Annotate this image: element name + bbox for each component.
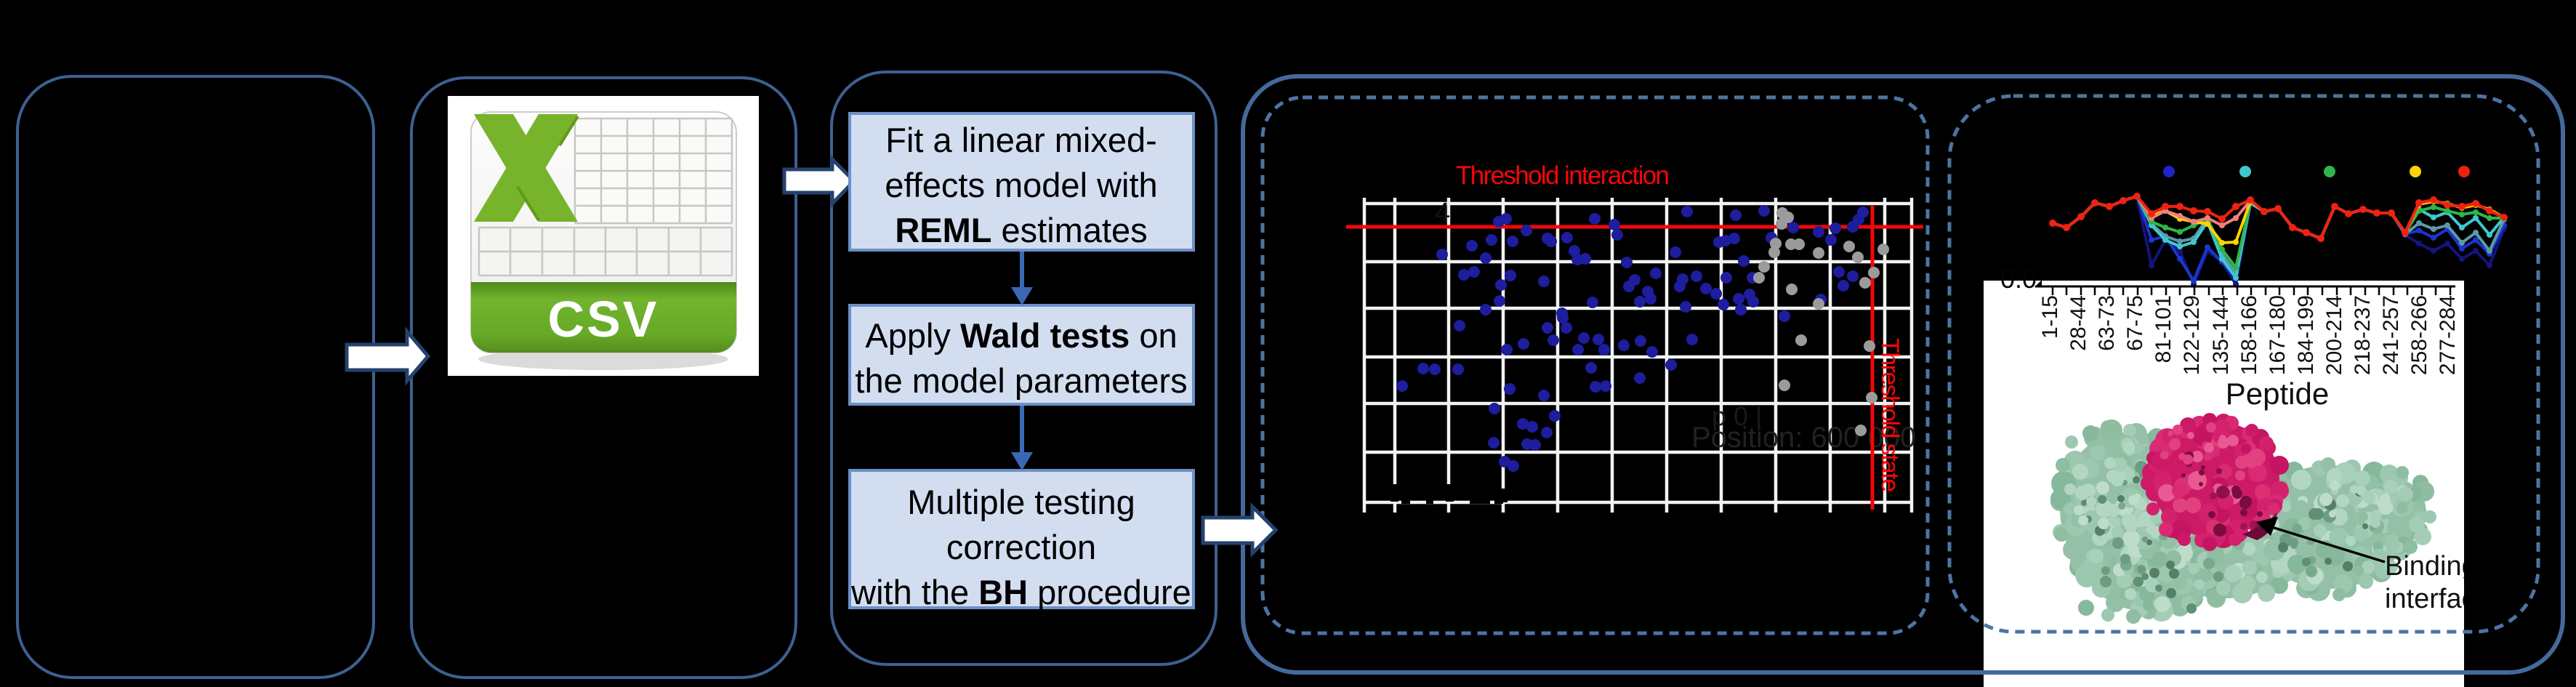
svg-text:200-214: 200-214 <box>2322 295 2346 375</box>
svg-text:167-180: 167-180 <box>2266 295 2290 375</box>
svg-text:Position: 600 000: Position: 600 000 <box>1691 422 1916 454</box>
svg-text:effects model with: effects model with <box>885 166 1157 204</box>
svg-text:241-257: 241-257 <box>2379 295 2403 375</box>
svg-text:Binding: Binding <box>2385 551 2477 582</box>
svg-text:81-101: 81-101 <box>2152 295 2175 363</box>
svg-text:p 0 |: p 0 | <box>1712 401 1762 431</box>
svg-text:63-73: 63-73 <box>2095 295 2119 351</box>
svg-text:277-284: 277-284 <box>2436 295 2460 375</box>
svg-text:Multiple testing: Multiple testing <box>907 483 1135 521</box>
svg-text:Fit a linear mixed-: Fit a linear mixed- <box>885 121 1157 159</box>
svg-text:Peptide: Peptide <box>2226 377 2329 411</box>
svg-text:122-129: 122-129 <box>2180 295 2204 375</box>
svg-text:218-237: 218-237 <box>2351 295 2375 375</box>
svg-text:interface: interface <box>2385 584 2491 614</box>
svg-text:158-166: 158-166 <box>2237 295 2261 375</box>
svg-text:258-266: 258-266 <box>2407 295 2431 375</box>
svg-text:4: 4 <box>1435 198 1450 228</box>
svg-text:184-199: 184-199 <box>2294 295 2318 375</box>
svg-text:135-144: 135-144 <box>2209 295 2233 375</box>
svg-text:with the BH procedure: with the BH procedure <box>850 573 1191 611</box>
svg-text:REML estimates: REML estimates <box>895 211 1147 249</box>
svg-text:0.0: 0.0 <box>2000 264 2037 294</box>
svg-text:CSV: CSV <box>548 291 659 347</box>
svg-text:1-15: 1-15 <box>2038 295 2062 339</box>
svg-text:Threshold interaction: Threshold interaction <box>1456 161 1670 190</box>
svg-text:28-44: 28-44 <box>2066 295 2090 351</box>
svg-text:correction: correction <box>946 528 1096 566</box>
svg-text:the model parameters: the model parameters <box>855 361 1187 400</box>
svg-text:67-75: 67-75 <box>2123 295 2147 351</box>
svg-text:Threshold state: Threshold state <box>1876 338 1904 492</box>
svg-text:Apply Wald tests on: Apply Wald tests on <box>865 316 1177 355</box>
